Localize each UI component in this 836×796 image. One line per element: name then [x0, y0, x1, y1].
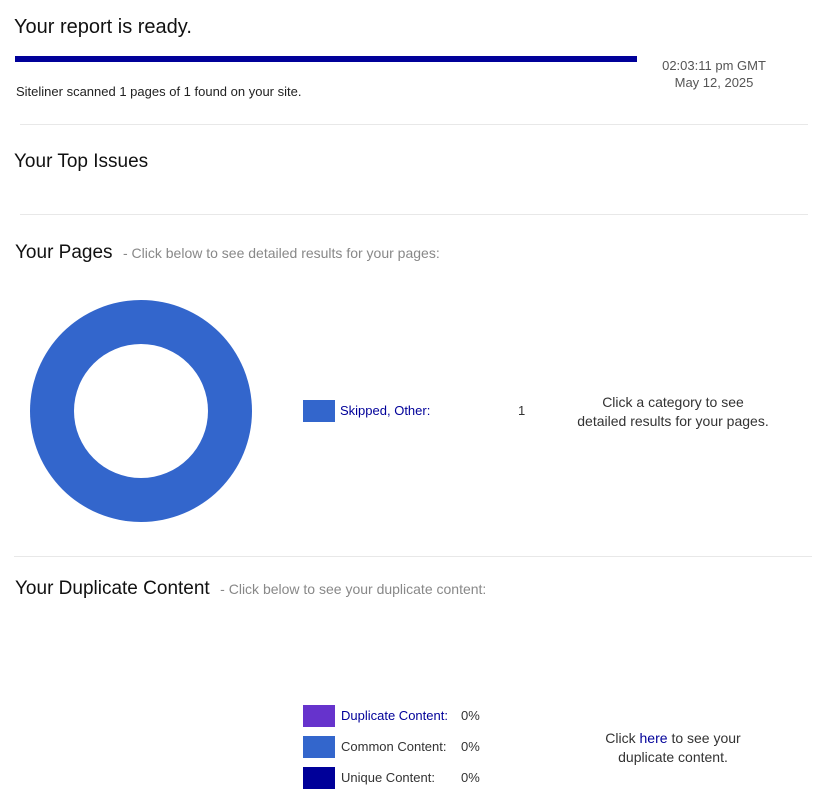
pages-donut-chart[interactable]: [30, 300, 252, 522]
pages-header: Your Pages - Click below to see detailed…: [15, 242, 440, 264]
pages-subtitle: - Click below to see detailed results fo…: [123, 245, 440, 261]
donut-hole: [74, 344, 208, 478]
duplicate-subtitle: - Click below to see your duplicate cont…: [220, 581, 487, 597]
divider: [14, 556, 812, 557]
legend-label-common-content: Common Content:: [341, 739, 447, 754]
pages-title: Your Pages: [15, 242, 113, 263]
legend-value-unique: 0%: [461, 770, 480, 785]
duplicate-hint-pre: Click: [605, 730, 636, 746]
legend-swatch-common: [303, 736, 335, 758]
report-time: 02:03:11 pm GMT: [662, 58, 766, 73]
legend-swatch-unique: [303, 767, 335, 789]
legend-value-common: 0%: [461, 739, 480, 754]
duplicate-hint-post: to see your: [671, 730, 741, 746]
pages-hint: Click a category to see detailed results…: [560, 393, 786, 431]
report-timestamp: 02:03:11 pm GMT May 12, 2025: [640, 57, 788, 91]
scan-progress-fill: [15, 56, 637, 62]
legend-swatch-skipped[interactable]: [303, 400, 335, 422]
report-title: Your report is ready.: [14, 16, 192, 38]
duplicate-hint-line1: Click here to see your: [570, 729, 776, 748]
duplicate-here-link[interactable]: here: [639, 730, 668, 746]
scan-summary: Siteliner scanned 1 pages of 1 found on …: [16, 84, 302, 99]
duplicate-hint-line2: duplicate content.: [618, 749, 728, 765]
pages-hint-line1: Click a category to see: [602, 394, 744, 410]
legend-link-skipped[interactable]: Skipped, Other:: [340, 403, 431, 418]
legend-label-unique-content: Unique Content:: [341, 770, 435, 785]
duplicate-header: Your Duplicate Content - Click below to …: [15, 578, 486, 600]
scan-progress-bar: [15, 56, 637, 62]
pages-hint-line2: detailed results for your pages.: [577, 413, 769, 429]
legend-swatch-duplicate[interactable]: [303, 705, 335, 727]
divider: [20, 214, 808, 215]
legend-value-duplicate: 0%: [461, 708, 480, 723]
legend-link-duplicate-content[interactable]: Duplicate Content:: [341, 708, 448, 723]
divider: [20, 124, 808, 125]
duplicate-hint: Click here to see your duplicate content…: [570, 729, 776, 767]
report-date: May 12, 2025: [674, 75, 754, 90]
legend-count-skipped: 1: [518, 403, 526, 418]
top-issues-title: Your Top Issues: [14, 151, 149, 172]
duplicate-title: Your Duplicate Content: [15, 578, 210, 599]
